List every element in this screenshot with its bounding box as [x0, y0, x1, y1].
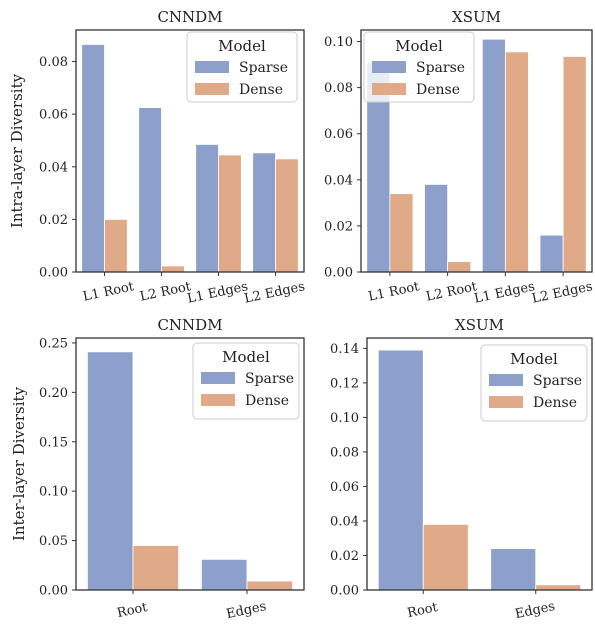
- bar-sparse-l1-edges: [195, 144, 219, 273]
- bar-dense-root: [422, 524, 469, 591]
- legend-entry-sparse: Sparse: [416, 60, 465, 76]
- y-tick-label: 0.14: [330, 342, 359, 357]
- bar-sparse-l1-root: [81, 44, 105, 273]
- x-tick-label: L2 Edges: [243, 279, 306, 306]
- y-tick-label: 0.08: [330, 445, 359, 460]
- y-tick-label: 0.15: [39, 435, 68, 450]
- bar-dense-l2-root: [161, 265, 185, 273]
- bar-sparse-root: [87, 351, 134, 591]
- legend-swatch-sparse: [195, 61, 229, 73]
- y-tick-label: 0.00: [330, 584, 359, 599]
- legend: Model Sparse Dense: [192, 342, 300, 420]
- y-tick-label: 0.12: [330, 376, 359, 391]
- axes-frame: [366, 337, 593, 591]
- bar-dense-edges: [246, 580, 293, 591]
- axes-frame: [75, 337, 305, 591]
- y-tick-label: 0.25: [39, 336, 68, 351]
- x-tick-label: Root: [116, 600, 150, 621]
- chart-title: CNNDM: [157, 8, 222, 26]
- y-tick-label: 0.00: [39, 584, 68, 599]
- y-tick-label: 0.06: [324, 127, 353, 142]
- y-tick-label: 0.10: [330, 411, 359, 426]
- legend-entry-dense: Dense: [239, 82, 283, 98]
- bar-sparse-l2-edges: [539, 234, 564, 273]
- legend-swatch-sparse: [489, 374, 523, 386]
- bar-sparse-l1-edges: [481, 38, 506, 273]
- legend-title: Model: [218, 37, 266, 55]
- legend-swatch-sparse: [201, 372, 235, 384]
- legend-title: Model: [510, 350, 558, 368]
- legend-swatch-sparse: [372, 61, 406, 73]
- bar-dense-edges: [535, 584, 582, 591]
- legend-entry-dense: Dense: [245, 393, 289, 409]
- bar-sparse-edges: [490, 548, 537, 591]
- axes-frame: [360, 29, 593, 273]
- y-tick-label: 0.00: [39, 266, 68, 281]
- x-tick-label: Edges: [514, 599, 557, 622]
- axes-frame: [75, 29, 305, 273]
- chart-panel-4: Root Edges 0.00 0.02 0.04 0.06 0.08 0.10 0.12 0.1…: [330, 316, 593, 622]
- y-tick-label: 0.05: [39, 534, 68, 549]
- legend-swatch-dense: [489, 396, 523, 408]
- bar-dense-root: [132, 545, 179, 591]
- x-tick-label: L1 Edges: [186, 279, 249, 306]
- y-tick-label: 0.04: [324, 173, 353, 188]
- legend-swatch-dense: [372, 83, 406, 95]
- chart-title: XSUM: [452, 8, 501, 26]
- y-tick-label: 0.02: [324, 219, 353, 234]
- chart-panel-3: Root Edges 0.00 0.05 0.10 0.15 0.20 0.25 CNNDM In…: [10, 316, 305, 622]
- bar-dense-l2-edges: [275, 158, 299, 273]
- bar-dense-l1-root: [389, 193, 414, 273]
- y-tick-label: 0.10: [324, 35, 353, 50]
- y-tick-label: 0.04: [39, 160, 68, 175]
- legend-entry-dense: Dense: [416, 82, 460, 98]
- x-tick-label: L1 Root: [367, 279, 421, 305]
- bar-sparse-l2-edges: [252, 152, 276, 273]
- bar-dense-l1-edges: [218, 154, 242, 273]
- y-tick-label: 0.06: [330, 480, 359, 495]
- x-tick-label: Root: [406, 600, 440, 621]
- x-tick-label: Edges: [225, 599, 268, 622]
- bar-sparse-root: [377, 349, 424, 591]
- x-tick-label: L2 Root: [139, 279, 193, 305]
- legend: Model Sparse Dense: [480, 344, 588, 422]
- legend-entry-dense: Dense: [533, 395, 577, 411]
- bar-sparse-l2-root: [138, 107, 162, 273]
- x-tick-label: L2 Root: [425, 279, 479, 305]
- chart-title: XSUM: [455, 316, 504, 334]
- legend: Model Sparse Dense: [186, 31, 298, 103]
- x-tick-label: L2 Edges: [531, 279, 594, 306]
- y-tick-label: 0.04: [330, 514, 359, 529]
- legend-entry-sparse: Sparse: [239, 60, 288, 76]
- x-tick-label: L1 Edges: [473, 279, 536, 306]
- x-tick-label: L1 Root: [82, 279, 136, 305]
- chart-title: CNNDM: [157, 316, 222, 334]
- bar-dense-l1-edges: [504, 51, 529, 273]
- y-tick-label: 0.02: [39, 213, 68, 228]
- bar-dense-l1-root: [104, 218, 128, 273]
- legend-title: Model: [395, 37, 443, 55]
- legend-swatch-dense: [195, 83, 229, 95]
- y-tick-label: 0.02: [330, 549, 359, 564]
- bar-dense-l2-edges: [562, 56, 587, 273]
- y-axis-label: Inter-layer Diversity: [10, 386, 28, 541]
- legend: Model Sparse Dense: [363, 31, 475, 103]
- y-axis-label: Intra-layer Diversity: [8, 73, 26, 228]
- legend-title: Model: [222, 348, 270, 366]
- y-tick-label: 0.06: [39, 108, 68, 123]
- legend-swatch-dense: [201, 394, 235, 406]
- y-tick-label: 0.20: [39, 386, 68, 401]
- y-tick-label: 0.08: [39, 55, 68, 70]
- bar-dense-l2-root: [447, 261, 472, 273]
- y-tick-label: 0.08: [324, 81, 353, 96]
- bar-sparse-l2-root: [424, 184, 449, 273]
- bar-sparse-edges: [200, 558, 248, 591]
- legend-entry-sparse: Sparse: [245, 371, 294, 387]
- y-tick-label: 0.00: [324, 266, 353, 281]
- y-tick-label: 0.10: [39, 485, 68, 500]
- legend-entry-sparse: Sparse: [533, 373, 582, 389]
